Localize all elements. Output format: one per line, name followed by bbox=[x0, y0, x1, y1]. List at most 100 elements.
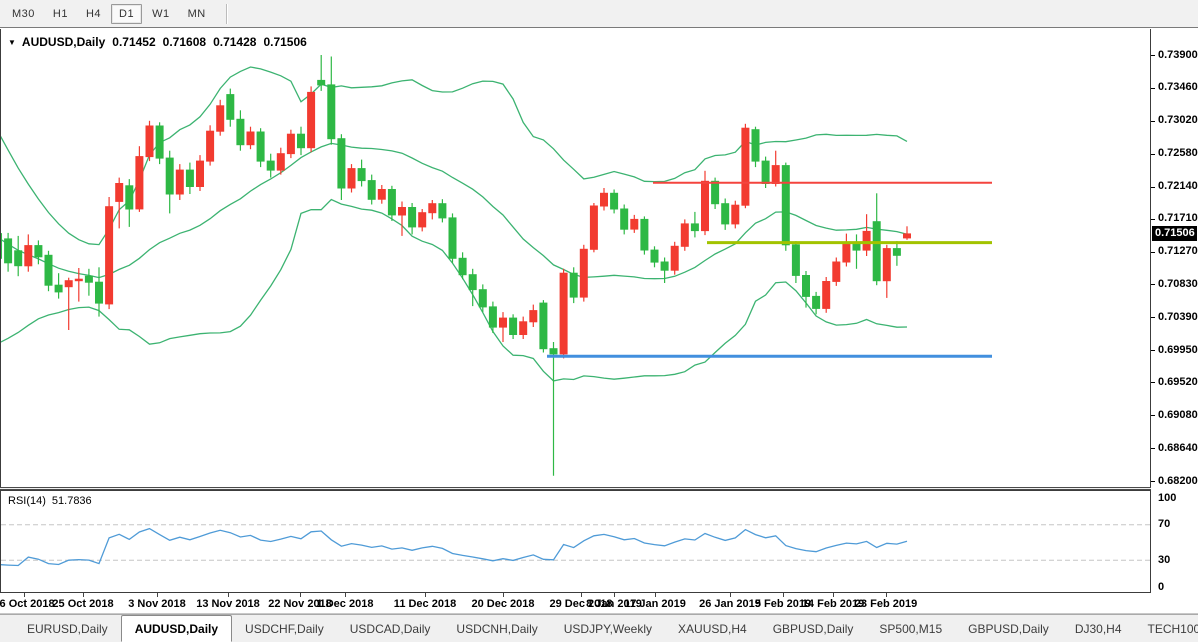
candle-body bbox=[438, 203, 447, 219]
chart-tab-gbpusd-daily[interactable]: GBPUSD,Daily bbox=[772, 621, 854, 636]
price-tick-mark bbox=[1151, 382, 1155, 384]
date-tick-label: 16 Oct 2018 bbox=[0, 598, 55, 610]
candle-body bbox=[236, 118, 245, 146]
chart-tab-usdcnh-daily[interactable]: USDCNH,Daily bbox=[456, 621, 538, 636]
candle-body bbox=[832, 261, 841, 282]
candle-body bbox=[367, 180, 376, 200]
chart-tab-tech100-h[interactable]: TECH100,H bbox=[1147, 621, 1198, 636]
pane-splitter[interactable] bbox=[0, 487, 1151, 490]
candle-body bbox=[54, 284, 63, 293]
price-tick-label: 0.68200 bbox=[1158, 474, 1198, 487]
date-tick-label: 23 Feb 2019 bbox=[854, 598, 918, 610]
chart-tab-usdjpy-weekly[interactable]: USDJPY,Weekly bbox=[563, 621, 653, 636]
candle-body bbox=[721, 203, 730, 225]
price-chart-canvas[interactable] bbox=[1, 29, 1152, 487]
timeframe-button-h1[interactable]: H1 bbox=[52, 7, 68, 20]
price-chart-pane[interactable]: ▼ AUDUSD,Daily 0.71452 0.71608 0.71428 0… bbox=[0, 29, 1151, 487]
chart-tab-xauusd-h4[interactable]: XAUUSD,H4 bbox=[678, 621, 747, 636]
candle-body bbox=[711, 180, 720, 205]
candle-body bbox=[64, 280, 73, 288]
date-tick-mark bbox=[24, 593, 25, 597]
candle-body bbox=[519, 321, 528, 335]
candle-body bbox=[882, 248, 891, 282]
price-tick-mark bbox=[1151, 87, 1155, 89]
candle-body bbox=[216, 105, 225, 132]
timeframe-button-h4[interactable]: H4 bbox=[85, 7, 102, 20]
candle-body bbox=[14, 250, 23, 267]
candle-body bbox=[751, 129, 760, 162]
candle-body bbox=[862, 230, 871, 251]
candle-body bbox=[771, 165, 780, 185]
candle-body bbox=[307, 91, 316, 149]
candle-body bbox=[610, 192, 619, 210]
date-tick-mark bbox=[157, 593, 158, 597]
candle-body bbox=[206, 130, 215, 162]
candle-body bbox=[852, 243, 861, 251]
chart-tab-dj30-h4[interactable]: DJ30,H4 bbox=[1074, 621, 1122, 636]
candle-body bbox=[155, 125, 164, 159]
price-tick-label: 0.71270 bbox=[1158, 245, 1198, 258]
candle-body bbox=[84, 275, 93, 283]
candle-body bbox=[387, 189, 396, 216]
candle-body bbox=[24, 245, 33, 267]
date-tick-label: 3 Nov 2018 bbox=[128, 598, 186, 610]
price-tick-mark bbox=[1151, 120, 1155, 122]
date-tick-mark bbox=[581, 593, 582, 597]
price-tick-mark bbox=[1151, 251, 1155, 253]
timeframe-button-d1[interactable]: D1 bbox=[111, 3, 143, 24]
chart-tab-sp500-m15[interactable]: SP500,M15 bbox=[879, 621, 943, 636]
timeframe-button-m30[interactable]: M30 bbox=[12, 7, 35, 20]
symbol-dropdown-icon[interactable]: ▼ bbox=[8, 37, 16, 47]
candle-body bbox=[468, 274, 477, 291]
candle-body bbox=[903, 233, 911, 239]
chart-tab-gbpusd-daily[interactable]: GBPUSD,Daily bbox=[968, 621, 1049, 636]
rsi-scale-label: 70 bbox=[1158, 518, 1171, 531]
candle-body bbox=[731, 204, 740, 225]
rsi-scale-label: 30 bbox=[1158, 553, 1171, 566]
candle-body bbox=[256, 131, 265, 162]
candle-body bbox=[478, 289, 487, 308]
chart-tab-usdchf-daily[interactable]: USDCHF,Daily bbox=[245, 621, 324, 636]
date-tick-label: 20 Dec 2018 bbox=[471, 598, 535, 610]
chart-close-value: 0.71506 bbox=[263, 35, 307, 49]
candle-body bbox=[327, 84, 336, 140]
price-tick-mark bbox=[1151, 350, 1155, 352]
rsi-indicator-pane[interactable]: RSI(14) 51.7836 bbox=[0, 490, 1151, 593]
candle-body bbox=[175, 169, 184, 195]
candle-body bbox=[408, 207, 417, 228]
date-tick-label: 26 Jan 2019 bbox=[699, 598, 761, 610]
rsi-name: RSI(14) bbox=[8, 495, 46, 507]
price-tick-mark bbox=[1151, 186, 1155, 188]
price-axis[interactable]: 0.71506 0.73900 0.73460 0.73020 0.72580 0.72… bbox=[1151, 29, 1198, 593]
candle-body bbox=[690, 223, 699, 232]
current-price-badge: 0.71506 bbox=[1152, 226, 1197, 242]
chart-tab-usdcad-daily[interactable]: USDCAD,Daily bbox=[349, 621, 431, 636]
chart-tab-audusd-daily[interactable]: AUDUSD,Daily bbox=[120, 615, 233, 642]
candle-body bbox=[589, 205, 598, 250]
date-tick-mark bbox=[614, 593, 615, 597]
candle-body bbox=[105, 206, 114, 305]
candle-body bbox=[650, 249, 659, 263]
price-tick-mark bbox=[1151, 317, 1155, 319]
price-tick-label: 0.72140 bbox=[1158, 180, 1198, 193]
candle-body bbox=[145, 125, 154, 158]
price-tick-mark bbox=[1151, 481, 1155, 482]
price-tick-label: 0.70390 bbox=[1158, 310, 1198, 323]
rsi-scale-label: 100 bbox=[1158, 491, 1177, 504]
candle-body bbox=[125, 185, 134, 210]
candle-body bbox=[74, 278, 83, 282]
timeframe-button-mn[interactable]: MN bbox=[187, 7, 206, 20]
candle-body bbox=[499, 317, 507, 328]
chart-open-value: 0.71452 bbox=[112, 35, 156, 49]
chart-tab-eurusd-daily[interactable]: EURUSD,Daily bbox=[27, 621, 108, 636]
candle-body bbox=[44, 254, 53, 286]
candle-body bbox=[701, 180, 709, 232]
candlestick-series bbox=[1, 55, 911, 476]
timeframe-toolbar: M30 H1 H4 D1 W1 MN bbox=[0, 0, 1198, 28]
date-tick-mark bbox=[783, 593, 784, 597]
candle-body bbox=[246, 131, 255, 146]
timeframe-button-w1[interactable]: W1 bbox=[152, 7, 170, 20]
candle-body bbox=[226, 94, 235, 120]
